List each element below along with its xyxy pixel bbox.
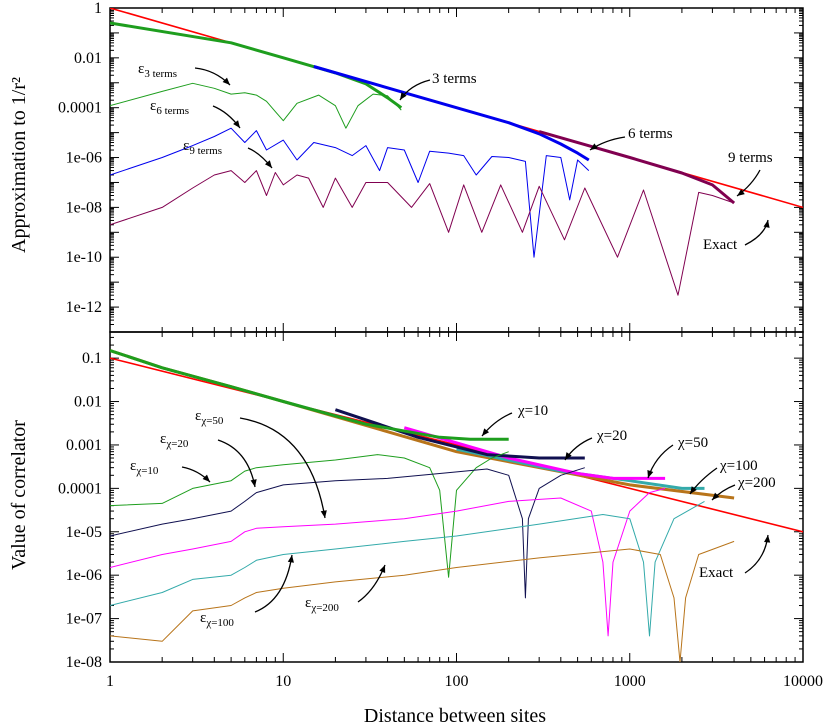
ann-eps-chi10-main: ε <box>130 458 136 474</box>
bottom-series-2 <box>456 447 705 490</box>
ann-eps3: ε3 terms <box>138 61 177 80</box>
arrowhead <box>400 92 407 100</box>
top-ytick-label: 1e-06 <box>66 150 102 167</box>
bottom-ytick-label: 1e-07 <box>66 611 102 628</box>
arrowhead <box>690 486 697 494</box>
ann-eps-chi200: εχ=200 <box>305 595 339 614</box>
arrowhead <box>590 143 598 150</box>
bottom-ylabel: Value of correlator <box>8 420 30 570</box>
top-series-4 <box>110 82 402 129</box>
ann-eps-chi20-main: ε <box>160 431 166 447</box>
arrowhead <box>287 555 294 563</box>
ann-9-terms: 9 terms <box>728 150 773 166</box>
ann-eps-chi50: εχ=50 <box>195 408 224 427</box>
bottom-series-9 <box>110 500 705 637</box>
arrowhead <box>202 474 210 482</box>
ann-eps-chi10-sub: χ=10 <box>135 465 159 477</box>
ann-chi50: χ=50 <box>677 435 708 451</box>
ann-eps-chi200-sub: χ=200 <box>310 602 339 614</box>
ann-eps9-main: ε <box>183 138 189 154</box>
ann-eps9: ε9 terms <box>183 138 222 157</box>
arrowhead <box>250 479 257 487</box>
ann-eps-chi50-main: ε <box>195 408 201 424</box>
bottom-panel: 0.1 0.01 0.001 0.0001 1e-05 1e-06 1e-07 1e-081 1… <box>58 331 823 690</box>
bottom-series-3 <box>403 426 666 480</box>
top-ytick-label: 1 <box>94 0 102 17</box>
arrowhead <box>222 77 230 85</box>
bottom-series-8 <box>110 487 666 637</box>
bottom-series-6 <box>110 451 509 578</box>
bottom-ytick-label: 0.01 <box>74 394 102 411</box>
top-plot-frame <box>109 7 804 333</box>
top-ytick-label: 1e-12 <box>66 299 102 316</box>
top-ytick-label: 0.01 <box>74 50 102 67</box>
top-ytick-label: 1e-10 <box>66 249 102 266</box>
arrowhead <box>320 510 327 518</box>
xlabel: Distance between sites <box>364 705 546 727</box>
top-ytick-label: 1e-08 <box>66 199 102 216</box>
top-panel: 1 0.01 0.0001 1e-06 1e-08 1e-10 1e-12 <box>58 0 804 333</box>
ann-eps-chi20-sub: χ=20 <box>165 438 189 450</box>
bottom-series-7 <box>110 467 585 599</box>
xtick-label: 1000 <box>614 673 646 690</box>
annotation-arrow <box>217 439 256 488</box>
ann-3-terms: 3 terms <box>432 71 477 87</box>
bottom-series-10 <box>110 540 735 662</box>
ann-eps-chi100-sub: χ=100 <box>205 617 234 629</box>
ann-eps-chi100-main: ε <box>200 610 206 626</box>
top-ylabel: Approximation to 1/r² <box>8 77 30 253</box>
ann-eps3-sub: 3 terms <box>144 68 177 80</box>
bottom-ytick-label: 1e-06 <box>66 567 102 584</box>
arrowhead <box>264 160 272 168</box>
ann-chi100: χ=100 <box>719 458 758 474</box>
ann-chi200: χ=200 <box>737 475 776 491</box>
ann-exact-bottom: Exact <box>699 565 734 581</box>
arrowhead <box>647 470 654 478</box>
ann-chi10: χ=10 <box>517 403 548 419</box>
ann-eps3-main: ε <box>138 61 144 77</box>
top-series-5 <box>110 127 590 258</box>
arrowhead <box>565 452 572 460</box>
arrowhead <box>712 492 720 500</box>
xtick-label: 1 <box>106 673 114 690</box>
bottom-ytick-label: 1e-05 <box>66 524 102 541</box>
bottom-series-0 <box>110 357 803 533</box>
bottom-ytick-label: 1e-08 <box>66 654 102 671</box>
annotation-arrow <box>744 219 769 246</box>
xtick-label: 10 <box>275 673 291 690</box>
arrowhead <box>482 428 490 436</box>
annotation-arrow <box>254 554 293 613</box>
ann-eps-chi200-main: ε <box>305 595 311 611</box>
annotation-arrow <box>239 417 326 519</box>
ann-eps-chi50-sub: χ=50 <box>200 415 224 427</box>
bottom-series-5 <box>110 349 509 441</box>
xtick-label: 10000 <box>783 673 823 690</box>
arrowhead <box>764 535 771 543</box>
ann-eps-chi10: εχ=10 <box>130 458 159 477</box>
arrowhead <box>737 189 745 196</box>
top-series-2 <box>313 65 590 162</box>
ann-eps6: ε6 terms <box>150 98 189 117</box>
arrowhead <box>233 120 240 128</box>
ann-eps9-sub: 9 terms <box>189 145 222 157</box>
arrowhead <box>379 565 386 573</box>
bottom-ytick-label: 0.001 <box>66 437 102 454</box>
top-ytick-label: 0.0001 <box>58 100 102 117</box>
ann-eps6-main: ε <box>150 98 156 114</box>
annotation-arrow <box>744 534 769 574</box>
xtick-label: 100 <box>445 673 469 690</box>
ann-eps-chi100: εχ=100 <box>200 610 234 629</box>
ann-chi20: χ=20 <box>596 428 627 444</box>
ann-eps6-sub: 6 terms <box>156 105 189 117</box>
top-series-6 <box>110 170 735 296</box>
bottom-ytick-label: 0.0001 <box>58 480 102 497</box>
ann-eps-chi20: εχ=20 <box>160 431 189 450</box>
ann-6-terms: 6 terms <box>628 126 673 142</box>
arrowhead <box>763 220 770 228</box>
ann-exact-top: Exact <box>703 237 738 253</box>
bottom-ytick-label: 0.1 <box>82 350 102 367</box>
annotation-arrows <box>181 67 771 613</box>
top-series-3 <box>538 130 736 205</box>
